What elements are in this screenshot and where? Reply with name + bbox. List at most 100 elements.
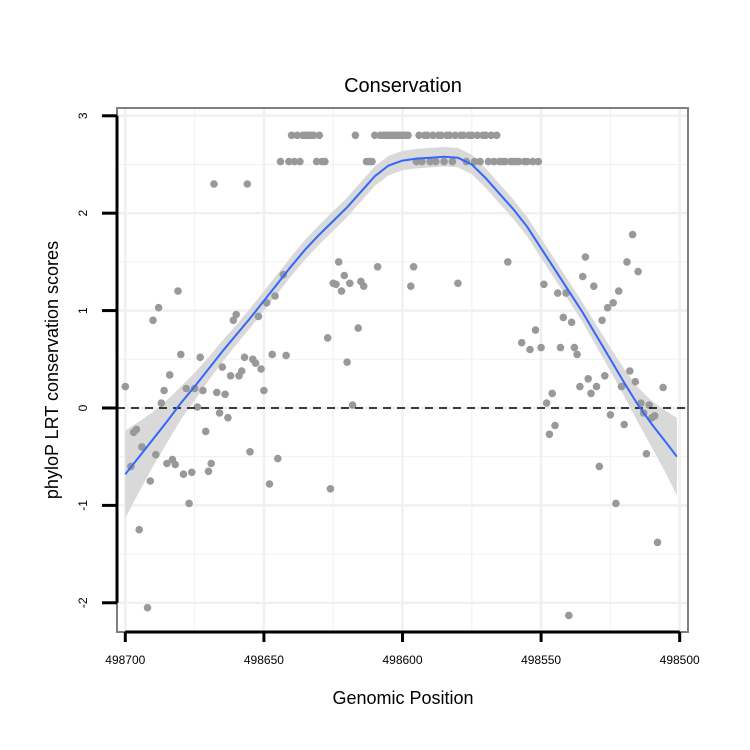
data-point [540,280,548,289]
data-point [631,377,640,386]
data-point [490,157,498,166]
data-point [296,157,304,166]
data-point [368,157,376,166]
data-point [351,131,360,140]
data-point [237,367,246,375]
data-point [617,382,626,391]
data-point [332,280,340,289]
chart-title: Conservation [344,75,462,97]
data-point [565,611,573,620]
loess-fit-line [124,155,678,475]
data-point [501,157,509,166]
data-point [468,131,476,140]
data-point [251,359,260,368]
data-point [551,421,559,430]
data-point [152,450,160,459]
data-point [346,279,354,288]
data-point [606,411,615,419]
data-point [146,477,155,485]
data-point [440,157,448,166]
y-tick-label: 3 [76,112,90,119]
data-point [310,131,318,140]
data-point [334,258,343,266]
x-tick-label: 498700 [105,653,145,667]
data-point [215,409,224,417]
data-point [174,287,182,295]
data-point [132,425,141,434]
data-point [182,384,191,393]
data-point [193,403,202,411]
data-point [179,470,188,479]
data-point [207,459,215,468]
data-point [188,468,196,477]
data-point [226,372,235,380]
data-point [620,420,628,429]
data-point [584,375,592,383]
y-tick-label: -2 [76,597,90,608]
data-point [653,538,662,547]
data-point [373,263,382,271]
data-point [545,430,554,439]
confidence-band [125,147,677,518]
data-point [481,131,490,140]
data-point [612,499,620,508]
data-point [265,480,274,488]
y-axis: -2 -1 0 1 2 3 [76,112,119,608]
data-point [423,131,432,140]
data-point [348,401,357,409]
data-point [229,316,238,325]
data-point [121,382,130,391]
x-tick-label: 498650 [244,653,284,667]
y-tick-label: -1 [76,500,90,511]
data-point [470,157,479,166]
data-point [199,386,207,395]
data-point [573,350,581,359]
y-axis-title: phyloP LRT conservation scores [42,241,62,499]
data-point [548,389,556,398]
data-point [426,157,435,166]
data-point [285,157,293,166]
data-point [282,351,290,360]
data-point [603,303,612,312]
data-point [451,131,460,140]
data-point [201,427,210,436]
data-point [143,603,152,612]
data-point [185,499,193,508]
data-point [515,157,523,166]
data-point [454,279,462,288]
data-point [581,253,590,261]
data-point [312,157,321,166]
data-point [609,299,617,307]
data-point [163,459,171,468]
data-point [407,282,415,291]
data-point [650,412,659,420]
data-point [623,258,631,266]
data-point [642,450,651,458]
data-point [157,399,166,407]
data-point [595,462,604,471]
data-point [445,131,454,140]
data-point [578,272,587,281]
data-point [287,131,296,140]
data-point [531,326,540,334]
data-point [634,267,642,276]
data-point [243,180,252,188]
data-point [274,454,282,463]
y-tick-label: 1 [76,307,90,314]
y-tick-label: 0 [76,404,90,411]
data-point [598,316,606,325]
data-point [437,131,446,140]
data-point [526,345,534,354]
data-point [232,310,240,319]
x-axis: 498700 498650 498600 498550 498500 [105,630,700,667]
data-point [171,460,179,469]
data-point [559,313,568,322]
data-point [504,258,512,266]
data-point [321,157,329,166]
data-point [371,131,379,140]
data-point [271,292,279,300]
data-point [404,131,412,140]
data-point [587,389,595,398]
data-point [645,401,653,409]
